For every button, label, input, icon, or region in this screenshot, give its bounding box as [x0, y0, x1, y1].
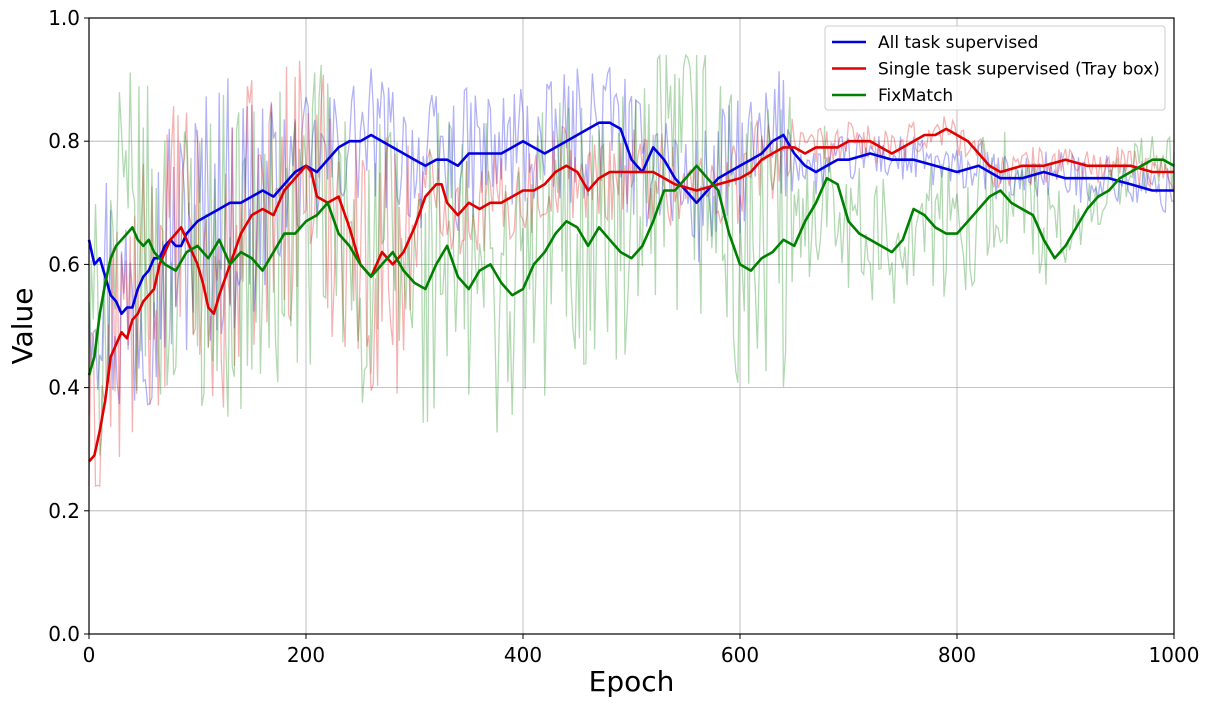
series-line-0: [87, 121, 1174, 315]
plot-frame: [88, 17, 1175, 635]
x-axis-label: Epoch: [589, 665, 675, 698]
x-ticks: 0 200 400 600 800 1000: [83, 634, 1200, 667]
y-tick-label-4: 0.8: [48, 129, 80, 153]
series-line-1: [88, 127, 1174, 463]
x-tick-label-3: 600: [721, 643, 759, 667]
y-tick-label-2: 0.4: [48, 376, 80, 400]
x-tick-label-4: 800: [938, 643, 976, 667]
legend-label-0: All task supervised: [878, 33, 1038, 53]
raw-lines: [88, 53, 1175, 488]
smoothed-lines: [87, 121, 1175, 463]
legend-label-1: Single task supervised (Tray box): [878, 60, 1160, 80]
legend: All task supervised Single task supervise…: [824, 25, 1166, 111]
y-tick-label-3: 0.6: [48, 252, 80, 276]
x-tick-label-0: 0: [83, 643, 96, 667]
y-tick-label-5: 1.0: [48, 6, 80, 30]
raw-line-0: [88, 67, 1175, 406]
y-ticks: 0.0 0.2 0.4 0.6 0.8 1.0: [48, 6, 89, 646]
x-tick-label-1: 200: [287, 643, 325, 667]
y-axis-label: Value: [6, 288, 39, 365]
raw-line-1: [88, 60, 1175, 488]
series-line-2: [87, 158, 1175, 376]
x-tick-label-5: 1000: [1149, 643, 1200, 667]
y-tick-label-0: 0.0: [48, 622, 80, 646]
y-tick-label-1: 0.2: [48, 499, 80, 523]
x-tick-label-2: 400: [504, 643, 542, 667]
legend-box: [824, 25, 1166, 111]
legend-label-2: FixMatch: [878, 86, 953, 106]
raw-line-2: [88, 53, 1175, 456]
